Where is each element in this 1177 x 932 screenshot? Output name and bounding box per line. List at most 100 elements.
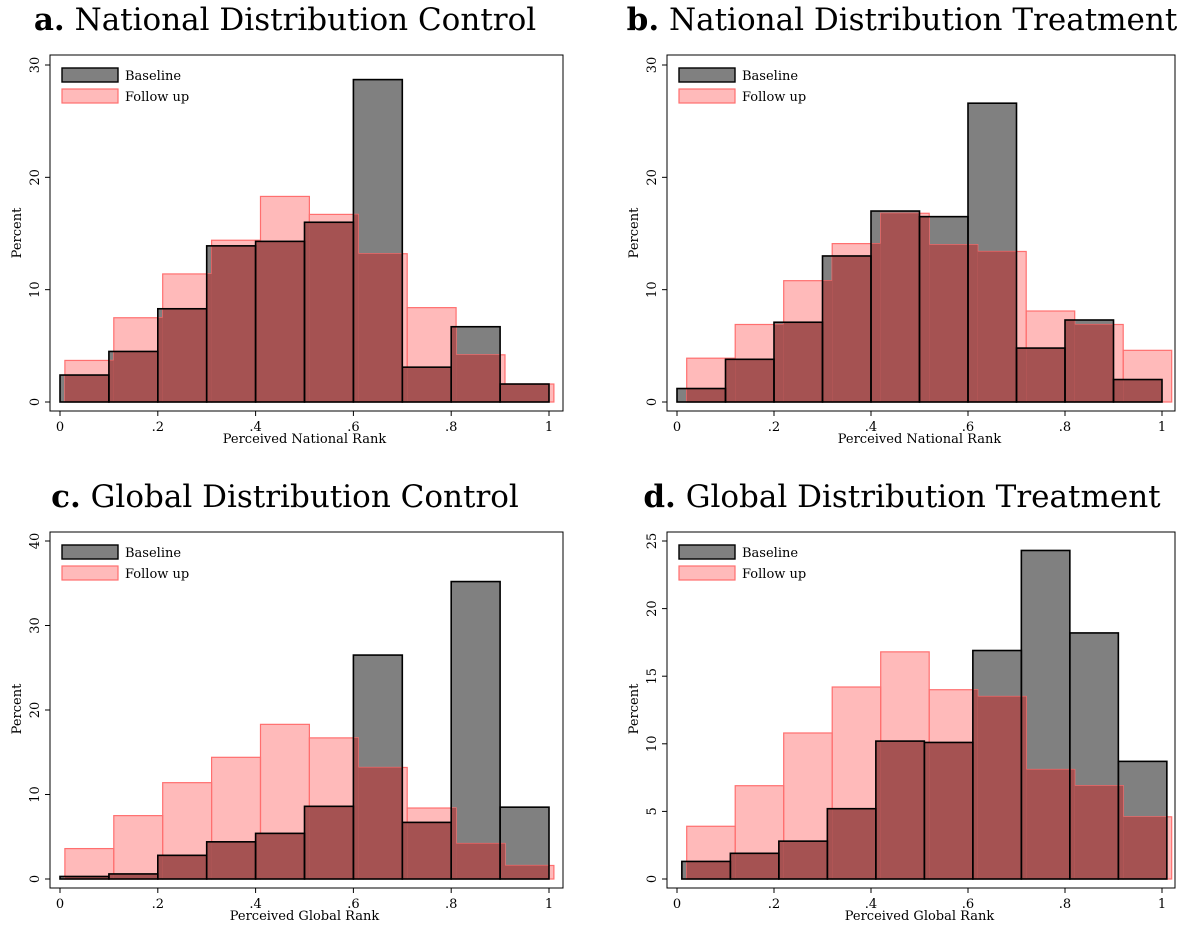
overlap-region — [1021, 696, 1027, 879]
overlap-region — [456, 843, 501, 879]
chart-title: a. National Distribution Control — [34, 2, 536, 38]
overlap-region — [875, 741, 881, 879]
x-tick-label: .8 — [445, 420, 457, 435]
overlap-region — [157, 317, 163, 402]
x-tick-label: .6 — [347, 897, 359, 912]
overlap-region — [402, 822, 408, 879]
overlap-region — [1016, 348, 1027, 402]
overlap-region — [1065, 319, 1075, 402]
x-tick-label: 1 — [545, 897, 553, 912]
overlap-region — [871, 243, 881, 402]
y-tick-label: 5 — [645, 807, 660, 815]
title-text: Global Distribution Treatment — [676, 479, 1161, 515]
overlap-region — [1026, 769, 1070, 879]
chart-panel-c: c. Global Distribution Control 0 .2 .4 .6 .8 1… — [10, 479, 564, 924]
baseline-bar-outline — [499, 383, 550, 403]
overlap-region — [358, 767, 403, 879]
overlap-region — [686, 861, 731, 879]
baseline-bar — [451, 581, 501, 879]
y-tick-label: 20 — [28, 169, 43, 186]
y-tick-label: 10 — [28, 281, 43, 298]
overlap-region — [402, 367, 408, 402]
y-axis-label: Percent — [627, 207, 642, 258]
baseline-bar-outline — [450, 325, 501, 403]
y-tick-label: 25 — [645, 533, 660, 550]
overlap-region — [456, 354, 501, 402]
x-tick-label: 1 — [545, 420, 553, 435]
baseline-bar-outline — [1064, 319, 1115, 403]
y-axis-label: Percent — [10, 683, 25, 734]
y-tick-label: 20 — [645, 600, 660, 617]
x-axis-label: Perceived National Rank — [223, 432, 387, 447]
chart-panel-b: b. National Distribution Treatment 0 .2 .4.… — [627, 2, 1177, 447]
legend-label-baseline: Baseline — [125, 546, 181, 561]
overlap-region — [832, 808, 876, 879]
overlap-region — [309, 806, 354, 879]
baseline-bar-outline — [352, 78, 404, 403]
overlap-region — [504, 384, 549, 402]
overlap-region — [977, 251, 1017, 402]
y-axis-label: Percent — [10, 207, 25, 258]
overlap-region — [206, 841, 212, 879]
overlap-region — [1069, 769, 1075, 879]
panel-letter: c. — [51, 479, 81, 515]
overlap-region — [919, 216, 930, 402]
legend-swatch-followup — [678, 565, 736, 581]
x-tick-label: .6 — [962, 420, 974, 435]
x-tick-label: 1 — [1158, 420, 1166, 435]
title-text: National Distribution Treatment — [659, 2, 1177, 38]
x-axis-label: Perceived National Rank — [838, 432, 1002, 447]
y-tick-label: 0 — [28, 398, 43, 406]
overlap-region — [260, 833, 305, 879]
legend-label-followup: Follow up — [742, 567, 806, 582]
overlap-region — [113, 351, 158, 402]
y-tick-label: 30 — [28, 617, 43, 634]
legend-swatch-baseline — [678, 544, 736, 560]
overlap-region — [157, 855, 163, 879]
baseline-bar-outline — [1112, 378, 1163, 403]
overlap-region — [211, 245, 256, 402]
y-tick-label: 0 — [645, 875, 660, 883]
overlap-region — [1026, 348, 1065, 402]
baseline-bar-outline — [352, 654, 404, 880]
overlap-region — [827, 808, 833, 879]
y-tick-label: 40 — [28, 533, 43, 550]
overlap-region — [880, 213, 920, 402]
x-tick-label: .4 — [249, 420, 261, 435]
overlap-region — [504, 865, 549, 879]
y-tick-label: 10 — [645, 736, 660, 753]
overlap-region — [451, 808, 457, 879]
overlap-region — [260, 241, 305, 402]
overlap-region — [1074, 785, 1119, 879]
overlap-region — [977, 696, 1022, 879]
x-tick-label: 0 — [56, 897, 64, 912]
overlap-region — [211, 841, 256, 879]
legend-swatch-followup — [678, 88, 736, 104]
y-tick-label: 20 — [645, 169, 660, 186]
y-tick-label: 15 — [645, 668, 660, 685]
overlap-region — [353, 214, 359, 402]
overlap-region — [451, 326, 457, 402]
chart-title: d. Global Distribution Treatment — [643, 479, 1161, 515]
baseline-bar-outline — [450, 580, 501, 880]
overlap-region — [783, 841, 828, 879]
overlap-region — [108, 360, 114, 402]
x-tick-label: .6 — [962, 897, 974, 912]
overlap-region — [1113, 379, 1124, 402]
overlap-region — [735, 359, 774, 402]
x-tick-label: .4 — [249, 897, 261, 912]
overlap-region — [206, 273, 212, 402]
chart-title: b. National Distribution Treatment — [627, 2, 1177, 38]
overlap-region — [1123, 379, 1162, 402]
overlap-region — [407, 822, 452, 879]
y-axis-label: Percent — [627, 683, 642, 734]
legend-label-followup: Follow up — [125, 567, 189, 582]
y-tick-label: 20 — [28, 702, 43, 719]
chart-panel-d: d. Global Distribution Treatment 0 .2 .4 .6.… — [627, 479, 1176, 924]
x-axis-label: Perceived Global Rank — [845, 909, 995, 924]
x-tick-label: .8 — [445, 897, 457, 912]
overlap-region — [924, 742, 930, 879]
title-text: National Distribution Control — [65, 2, 536, 38]
overlap-region — [255, 833, 261, 879]
